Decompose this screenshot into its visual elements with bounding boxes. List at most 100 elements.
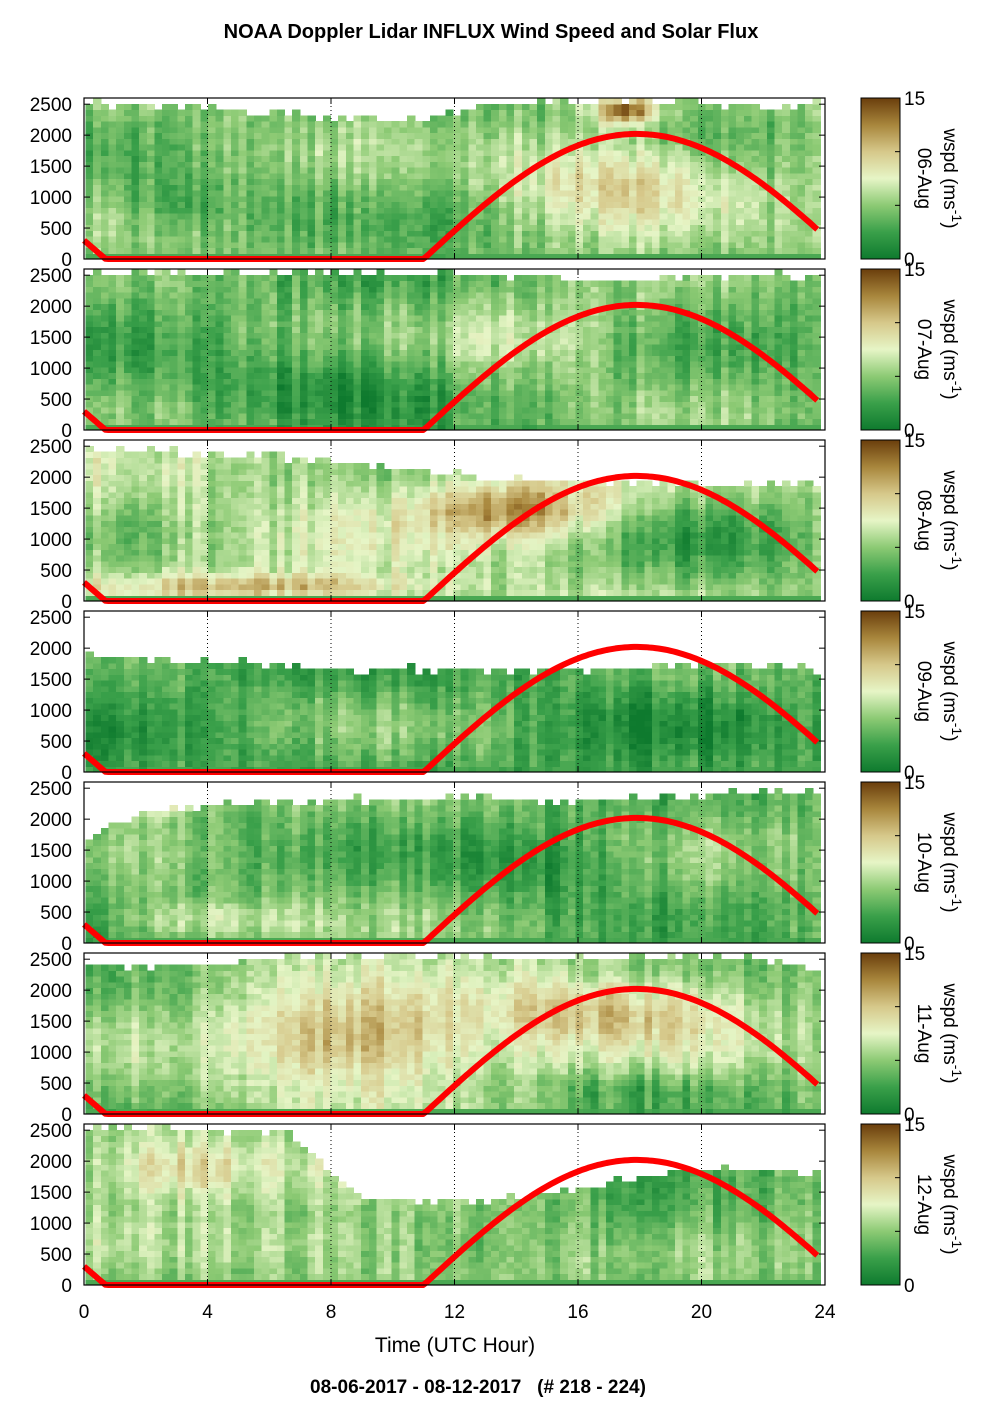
heatmap-cell — [491, 418, 500, 425]
heatmap-cell — [544, 315, 554, 322]
heatmap-cell — [338, 326, 347, 333]
heatmap-cell — [751, 253, 760, 260]
heatmap-cell — [659, 366, 668, 374]
heatmap-cell — [743, 224, 753, 231]
heatmap-cell — [751, 407, 760, 414]
heatmap-cell — [468, 326, 477, 333]
heatmap-cell — [621, 155, 630, 162]
heatmap-cell — [789, 190, 799, 197]
heatmap-cell — [720, 378, 730, 385]
heatmap-cell — [231, 207, 240, 214]
heatmap-cell — [437, 292, 446, 299]
heatmap-cell — [315, 195, 324, 203]
heatmap-cell — [391, 247, 400, 254]
heatmap-cell — [131, 274, 140, 282]
heatmap-cell — [460, 338, 469, 345]
heatmap-cell — [437, 138, 446, 145]
heatmap-cell — [384, 297, 393, 305]
heatmap-cell — [100, 338, 110, 345]
heatmap-cell — [690, 178, 699, 185]
heatmap-cell — [782, 115, 791, 122]
heatmap-cell — [231, 274, 240, 282]
heatmap-cell — [560, 297, 569, 305]
heatmap-cell — [552, 115, 561, 122]
heatmap-cell — [659, 418, 668, 425]
heatmap-cell — [498, 292, 508, 299]
heatmap-cell — [185, 349, 194, 356]
heatmap-cell — [636, 121, 645, 128]
heatmap-cell — [629, 401, 638, 408]
heatmap-cell — [644, 167, 653, 174]
heatmap-cell — [514, 115, 523, 122]
heatmap-cell — [713, 372, 722, 379]
heatmap-cell — [521, 389, 531, 397]
heatmap-cell — [644, 115, 653, 122]
heatmap-cell — [215, 309, 224, 316]
heatmap-cell — [146, 280, 156, 287]
heatmap-cell — [345, 366, 355, 374]
heatmap-cell — [697, 121, 707, 128]
heatmap-cell — [590, 190, 599, 197]
heatmap-cell — [728, 195, 737, 203]
heatmap-cell — [276, 132, 286, 139]
heatmap-cell — [322, 343, 332, 351]
heatmap-cell — [246, 207, 255, 214]
heatmap-cell — [514, 366, 523, 374]
heatmap-cell — [598, 338, 607, 345]
heatmap-cell — [705, 366, 714, 374]
heatmap-cell — [475, 138, 485, 145]
heatmap-cell — [636, 98, 645, 105]
heatmap-cell — [789, 236, 799, 243]
heatmap-cell — [437, 247, 446, 254]
heatmap-cell — [261, 280, 270, 287]
heatmap-cell — [789, 241, 799, 249]
heatmap-cell — [652, 315, 661, 322]
heatmap-cell — [674, 349, 684, 356]
heatmap-cell — [146, 213, 156, 220]
heatmap-cell — [789, 155, 799, 162]
heatmap-cell — [498, 195, 508, 203]
heatmap-cell — [361, 201, 370, 208]
heatmap-cell — [652, 384, 661, 391]
heatmap-cell — [162, 115, 171, 122]
heatmap-cell — [353, 286, 362, 293]
heatmap-cell — [162, 343, 171, 351]
heatmap-cell — [361, 149, 370, 157]
heatmap-cell — [345, 395, 355, 402]
heatmap-cell — [376, 184, 385, 191]
heatmap-cell — [315, 224, 324, 231]
heatmap-cell — [613, 109, 622, 116]
heatmap-cell — [743, 241, 753, 249]
heatmap-cell — [276, 224, 286, 231]
heatmap-cell — [123, 121, 133, 128]
heatmap-cell — [368, 326, 378, 333]
heatmap-cell — [100, 207, 110, 214]
heatmap-cell — [299, 303, 309, 310]
heatmap-cell — [674, 247, 684, 254]
heatmap-cell — [361, 218, 370, 226]
heatmap-cell — [453, 338, 462, 345]
heatmap-cell — [491, 121, 500, 128]
heatmap-cell — [123, 384, 133, 391]
heatmap-cell — [384, 372, 393, 379]
heatmap-cell — [445, 241, 454, 249]
heatmap-cell — [100, 372, 110, 379]
heatmap-cell — [414, 195, 423, 203]
heatmap-cell — [468, 247, 477, 254]
heatmap-cell — [154, 115, 163, 122]
heatmap-cell — [345, 286, 355, 293]
heatmap-cell — [613, 338, 622, 345]
heatmap-cell — [805, 149, 814, 157]
heatmap-cell — [567, 115, 577, 122]
heatmap-cell — [200, 236, 209, 243]
heatmap-cell — [590, 320, 599, 328]
heatmap-cell — [200, 407, 209, 414]
heatmap-cell — [192, 161, 201, 168]
heatmap-cell — [100, 309, 110, 316]
heatmap-cell — [697, 167, 707, 174]
heatmap-cell — [192, 297, 201, 305]
heatmap-cell — [445, 126, 454, 134]
heatmap-cell — [782, 167, 791, 174]
heatmap-cell — [292, 224, 301, 231]
heatmap-cell — [108, 201, 117, 208]
